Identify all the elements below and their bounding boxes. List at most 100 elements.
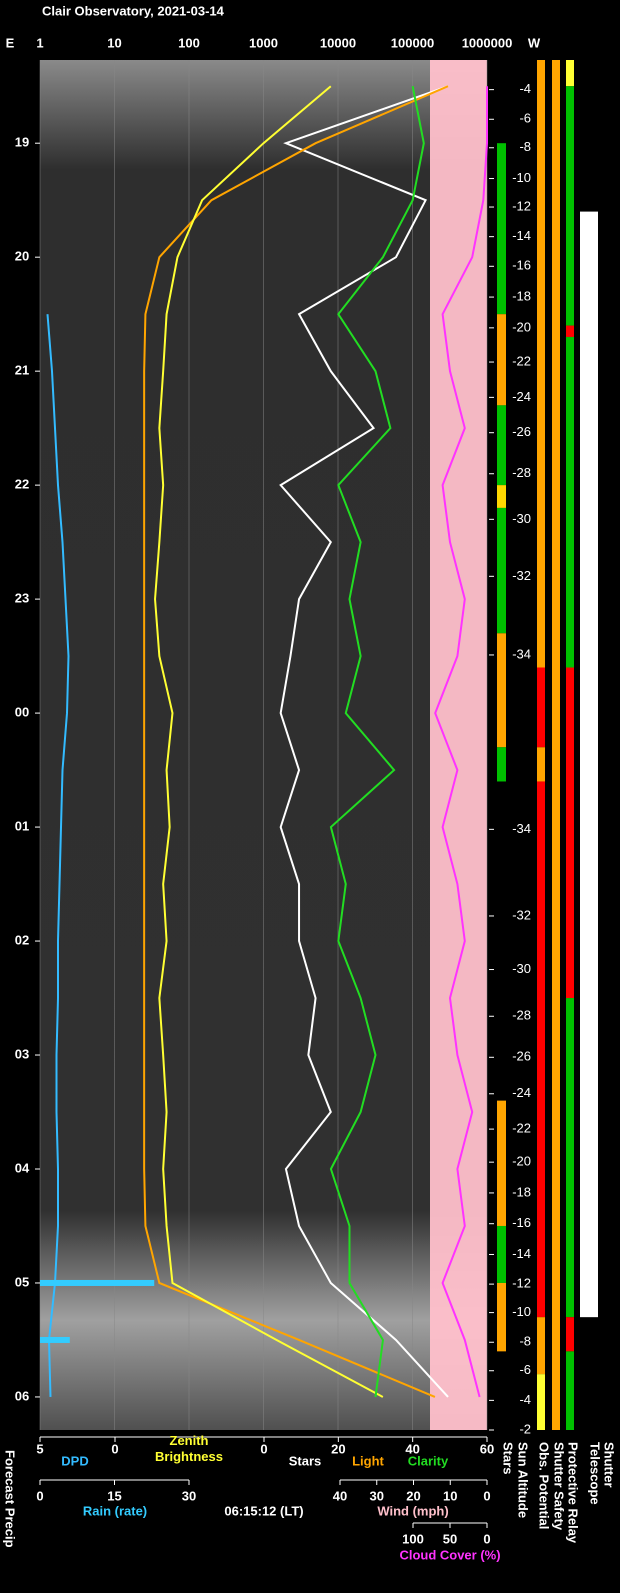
sun-altitude-label: -24: [512, 1085, 531, 1100]
sun-altitude-label: -12: [512, 198, 531, 213]
status-segment: [497, 1100, 506, 1226]
x-tick-label: 15: [107, 1488, 121, 1503]
sun-altitude-label: -30: [512, 961, 531, 976]
strip-label: Telescope: [588, 1442, 603, 1505]
strip-label: Shutter: [602, 1442, 617, 1488]
legend-label: Cloud Cover (%): [399, 1547, 500, 1562]
status-segment: [497, 1225, 506, 1283]
status-segment: [497, 405, 506, 486]
cloud-band: [430, 60, 487, 1430]
x-tick-label: 0: [260, 1441, 267, 1456]
x-tick-label: 10: [107, 35, 121, 50]
x-tick-label: 1000000: [462, 35, 513, 50]
sun-altitude-label: -16: [512, 258, 531, 273]
wind-label: Wind (mph): [377, 1503, 448, 1518]
x-tick-label: 100: [178, 35, 200, 50]
x-tick-label: 1: [36, 35, 43, 50]
status-segment: [566, 998, 574, 1318]
status-segment: [552, 60, 560, 1430]
series-line: [279, 85, 449, 1398]
x-tick-label: 0: [36, 1488, 43, 1503]
status-segment: [497, 747, 506, 782]
status-segment: [580, 211, 598, 1318]
y-tick-label: 22: [15, 477, 29, 492]
strip-label: Stars: [501, 1442, 516, 1475]
sun-altitude-label: -4: [519, 81, 531, 96]
x-tick-label: 5: [36, 1441, 43, 1456]
legend-label: Light: [352, 1453, 384, 1468]
status-segment: [537, 60, 545, 668]
status-segment: [497, 485, 506, 508]
y-tick-label: 00: [15, 705, 29, 720]
sun-altitude-label: -14: [512, 228, 531, 243]
sun-altitude-label: -26: [512, 424, 531, 439]
series-line: [434, 86, 488, 1398]
sun-altitude-label: -28: [512, 465, 531, 480]
strip-label: Sun Altitude: [516, 1442, 531, 1518]
legend-label: Rain (rate): [83, 1503, 147, 1518]
timestamp: 06:15:12 (LT): [224, 1503, 303, 1518]
x-tick-label: 60: [480, 1441, 494, 1456]
sun-altitude-label: -18: [512, 1184, 531, 1199]
status-segment: [537, 1317, 545, 1375]
sun-altitude-label: -6: [519, 1362, 531, 1377]
x-tick-label: 40: [405, 1441, 419, 1456]
y-tick-label: 03: [15, 1046, 29, 1061]
strip-label: Obs. Potential: [537, 1442, 552, 1529]
rain-bar: [40, 1279, 155, 1286]
sun-altitude-label: -2: [519, 1421, 531, 1436]
x-tick-label: 0: [111, 1441, 118, 1456]
x-tick-label: 50: [443, 1531, 457, 1546]
status-segment: [497, 1282, 506, 1352]
x-tick-label: 20: [406, 1488, 420, 1503]
x-tick-label: 100000: [391, 35, 434, 50]
sun-altitude-label: -8: [519, 139, 531, 154]
sun-altitude-label: -6: [519, 111, 531, 126]
status-segment: [566, 325, 574, 337]
sun-altitude-label: -32: [512, 568, 531, 583]
status-segment: [566, 60, 574, 87]
status-segment: [566, 336, 574, 668]
legend-label: Stars: [289, 1453, 322, 1468]
series-line: [46, 314, 70, 1397]
x-tick-label: 20: [331, 1441, 345, 1456]
y-tick-label: 20: [15, 249, 29, 264]
sun-altitude-label: -18: [512, 289, 531, 304]
x-tick-label: 1000: [249, 35, 278, 50]
x-tick-label: 40: [333, 1488, 347, 1503]
east-label: E: [6, 35, 15, 50]
sun-altitude-label: -8: [519, 1334, 531, 1349]
y-tick-label: 05: [15, 1274, 29, 1289]
sun-altitude-label: -32: [512, 907, 531, 922]
sun-altitude-label: -20: [512, 319, 531, 334]
y-tick-label: 23: [15, 591, 29, 606]
legend-label: Clarity: [408, 1453, 449, 1468]
x-tick-label: 10: [443, 1488, 457, 1503]
x-tick-label: 30: [370, 1488, 384, 1503]
x-tick-label: 10000: [320, 35, 356, 50]
sun-altitude-label: -22: [512, 1121, 531, 1136]
legend-label: Zenith Brightness: [155, 1433, 223, 1464]
rain-bar: [40, 1336, 70, 1343]
status-segment: [537, 781, 545, 1318]
status-segment: [497, 633, 506, 748]
sun-altitude-label: -4: [519, 1392, 531, 1407]
status-segment: [537, 747, 545, 782]
sun-altitude-label: -34: [512, 821, 531, 836]
y-tick-label: 04: [15, 1160, 30, 1175]
sun-altitude-label: -20: [512, 1154, 531, 1169]
sun-altitude-label: -10: [512, 1304, 531, 1319]
status-segment: [497, 314, 506, 406]
y-tick-label: 02: [15, 932, 29, 947]
y-tick-label: 21: [15, 363, 29, 378]
legend-label: DPD: [61, 1453, 88, 1468]
sun-altitude-label: -12: [512, 1276, 531, 1291]
series-line: [154, 85, 384, 1398]
series-line: [329, 86, 425, 1398]
status-segment: [537, 667, 545, 748]
status-segment: [497, 143, 506, 315]
strip-label: Shutter Safety: [552, 1442, 567, 1531]
y-tick-label: 01: [15, 819, 29, 834]
y-tick-label: 06: [15, 1388, 29, 1403]
